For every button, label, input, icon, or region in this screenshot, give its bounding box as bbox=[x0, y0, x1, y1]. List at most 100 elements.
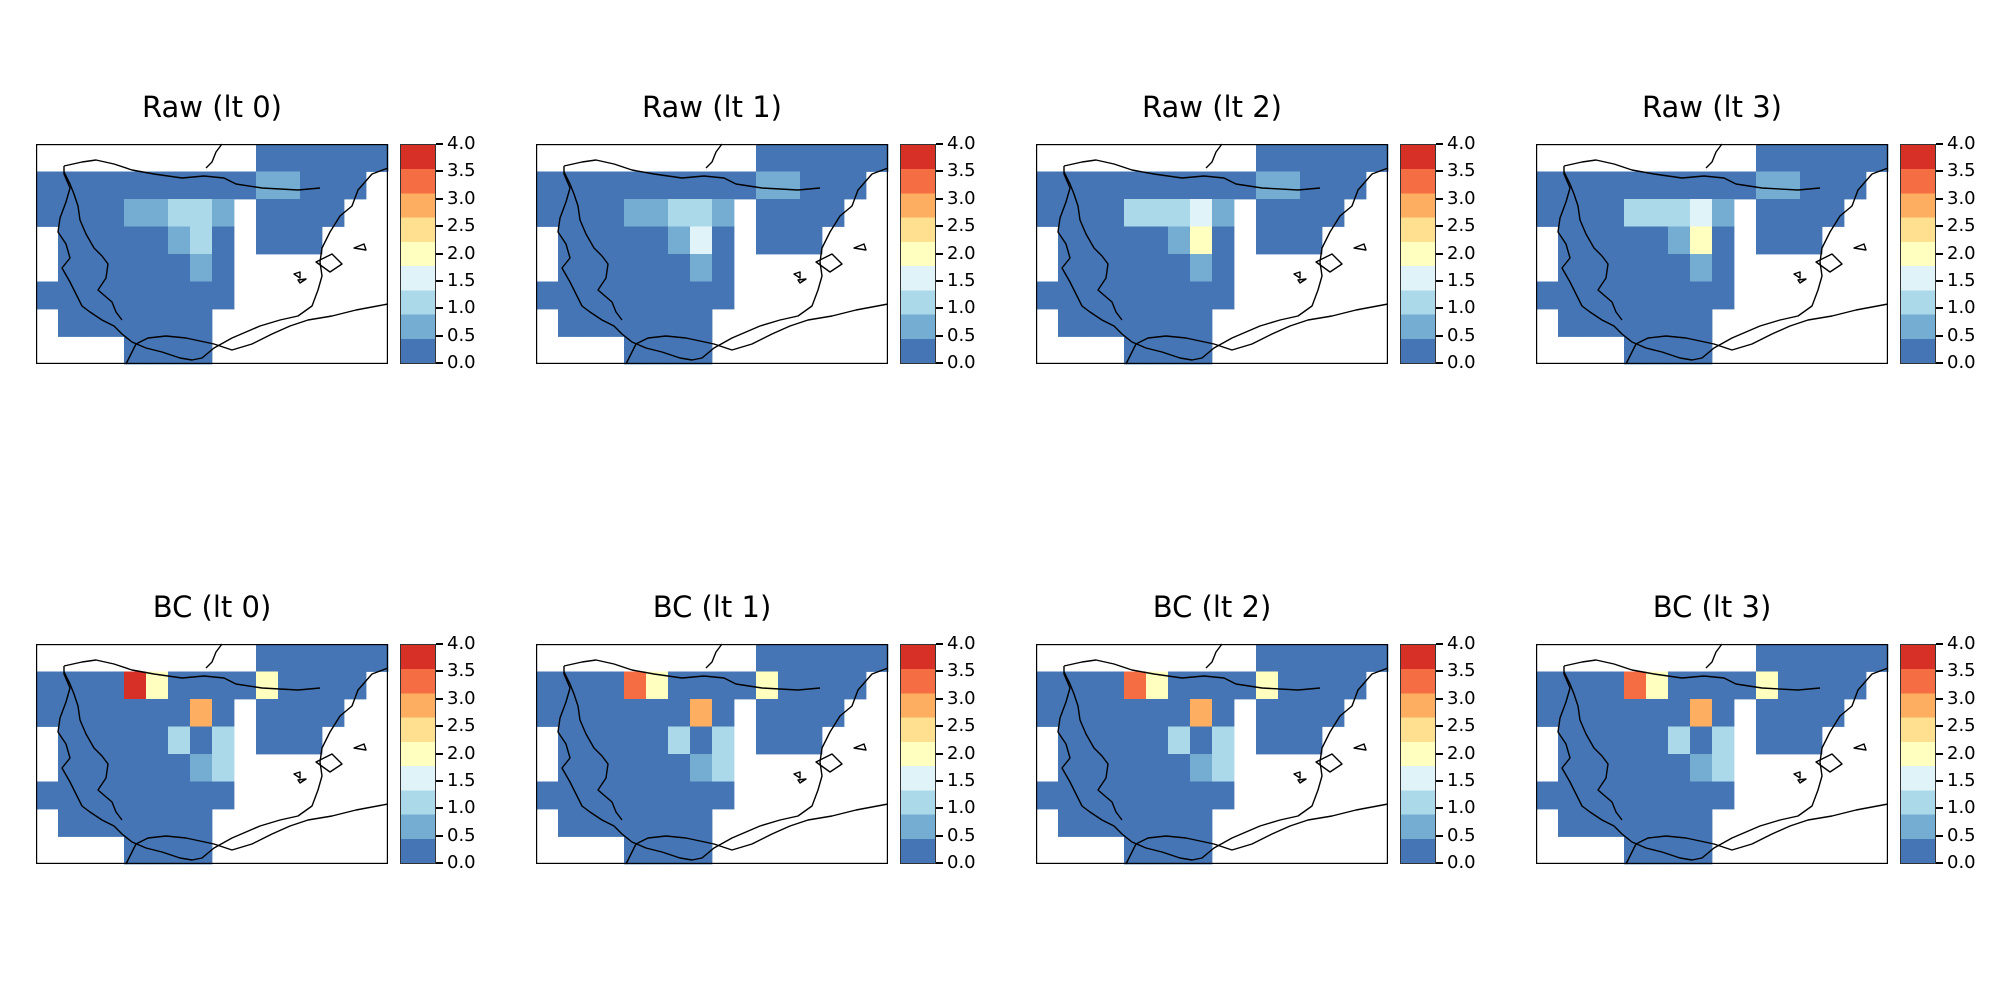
heatmap-cell bbox=[712, 726, 735, 755]
heatmap-cell bbox=[1344, 144, 1367, 172]
heatmap-cell bbox=[668, 671, 691, 700]
heatmap-cell bbox=[344, 171, 367, 200]
heatmap-cell bbox=[212, 254, 235, 282]
heatmap-cell bbox=[1080, 754, 1103, 782]
heatmap-cell bbox=[1602, 726, 1625, 755]
heatmap-cell bbox=[36, 671, 59, 700]
heatmap-cell bbox=[80, 671, 103, 700]
heatmap-cell bbox=[1124, 254, 1147, 282]
colorbar-tick bbox=[1936, 697, 1943, 700]
heatmap-cell bbox=[712, 699, 735, 727]
colorbar bbox=[900, 144, 936, 364]
heatmap-cell bbox=[1822, 144, 1845, 172]
colorbar-ticks: 4.0 3.5 3.0 2.5 2.0 1.5 1.0 0.5 0.0 bbox=[436, 135, 500, 372]
heatmap-cell bbox=[212, 171, 235, 200]
colorbar-tick-label: 3.0 bbox=[947, 187, 976, 209]
heatmap-cell bbox=[580, 199, 603, 227]
heatmap-cell bbox=[822, 171, 845, 200]
africa-coastline bbox=[1625, 303, 1889, 365]
heatmap-cell bbox=[190, 199, 213, 227]
colorbar-tick-label: 2.5 bbox=[1447, 715, 1476, 737]
heatmap-cell bbox=[1646, 254, 1669, 282]
heatmap-cell bbox=[124, 254, 147, 282]
colorbar-tick-label: 2.0 bbox=[447, 242, 476, 264]
heatmap-cell bbox=[124, 754, 147, 782]
heatmap-cell bbox=[1256, 726, 1279, 755]
colorbar-tick-label: 1.0 bbox=[1447, 297, 1476, 319]
heatmap-cell bbox=[756, 644, 779, 672]
country-border bbox=[563, 671, 623, 821]
colorbar-tick bbox=[936, 807, 943, 810]
heatmap-cell bbox=[1844, 644, 1867, 672]
heatmap-cell bbox=[558, 199, 581, 227]
heatmap-cell bbox=[146, 171, 169, 200]
heatmap-cell bbox=[168, 199, 191, 227]
colorbar-tick bbox=[936, 670, 943, 673]
heatmap-cell bbox=[190, 726, 213, 755]
heatmap-cell bbox=[1124, 699, 1147, 727]
heatmap-cell bbox=[1756, 699, 1779, 727]
heatmap-cell bbox=[756, 699, 779, 727]
colorbar-tick bbox=[1436, 834, 1443, 837]
map-frame bbox=[536, 644, 888, 865]
colorbar-tick-label: 1.5 bbox=[447, 269, 476, 291]
heatmap-cell bbox=[1036, 781, 1059, 810]
colorbar-tick bbox=[1936, 834, 1943, 837]
island-outline bbox=[793, 271, 801, 279]
heatmap-cell bbox=[624, 754, 647, 782]
heatmap-cell bbox=[344, 644, 367, 672]
colorbar bbox=[1900, 644, 1936, 864]
heatmap-cell bbox=[756, 726, 779, 755]
heatmap-cell bbox=[102, 699, 125, 727]
heatmap-cell bbox=[278, 199, 301, 227]
heatmap-cell bbox=[102, 726, 125, 755]
heatmap-cell bbox=[1168, 254, 1191, 282]
heatmap-cell bbox=[1822, 671, 1845, 700]
heatmap-cell bbox=[1212, 699, 1235, 727]
heatmap-cell bbox=[1212, 781, 1235, 810]
heatmap-cell bbox=[668, 309, 691, 337]
heatmap-cell bbox=[1756, 726, 1779, 755]
heatmap-cell bbox=[822, 199, 845, 227]
heatmap-cell bbox=[580, 699, 603, 727]
heatmap-cell bbox=[146, 754, 169, 782]
heatmap-cell bbox=[822, 671, 845, 700]
heatmap-cell bbox=[102, 171, 125, 200]
colorbar-tick-label: 3.5 bbox=[1947, 660, 1976, 682]
colorbar-tick bbox=[436, 362, 443, 364]
colorbar-tick-label: 4.0 bbox=[1447, 633, 1476, 654]
island-outline bbox=[1315, 253, 1343, 273]
heatmap-cell bbox=[300, 644, 323, 672]
heatmap-cell bbox=[1058, 281, 1081, 310]
heatmap-cell bbox=[212, 754, 235, 782]
heatmap-cell bbox=[1168, 809, 1191, 837]
colorbar-tick-label: 3.0 bbox=[1947, 187, 1976, 209]
heatmap-cell bbox=[558, 726, 581, 755]
heatmap-cell bbox=[36, 281, 59, 310]
heatmap-cell bbox=[1190, 671, 1213, 700]
heatmap-cell bbox=[1624, 809, 1647, 837]
heatmap-cell bbox=[124, 699, 147, 727]
heatmap-cell bbox=[1300, 671, 1323, 700]
heatmap-cell bbox=[1168, 309, 1191, 337]
colorbar-tick-label: 0.0 bbox=[1947, 852, 1976, 873]
heatmap-cell bbox=[1800, 699, 1823, 727]
heatmap-cell bbox=[1866, 144, 1889, 172]
heatmap-cell bbox=[800, 171, 823, 200]
heatmap-cell bbox=[822, 144, 845, 172]
colorbar-tick-label: 0.5 bbox=[947, 324, 976, 346]
heatmap-cell bbox=[300, 671, 323, 700]
heatmap-cell bbox=[822, 644, 845, 672]
heatmap-cell bbox=[1058, 226, 1081, 255]
heatmap-cell bbox=[1558, 754, 1581, 782]
heatmap-cell bbox=[168, 699, 191, 727]
heatmap-cell bbox=[102, 226, 125, 255]
heatmap-cell bbox=[778, 671, 801, 700]
colorbar-tick-label: 1.5 bbox=[1447, 269, 1476, 291]
heatmap-cell bbox=[1168, 336, 1191, 365]
coastline bbox=[1557, 159, 1889, 361]
heatmap-cell bbox=[800, 699, 823, 727]
colorbar-tick-label: 0.5 bbox=[1447, 324, 1476, 346]
heatmap-cell bbox=[168, 836, 191, 865]
heatmap-cell bbox=[1602, 699, 1625, 727]
